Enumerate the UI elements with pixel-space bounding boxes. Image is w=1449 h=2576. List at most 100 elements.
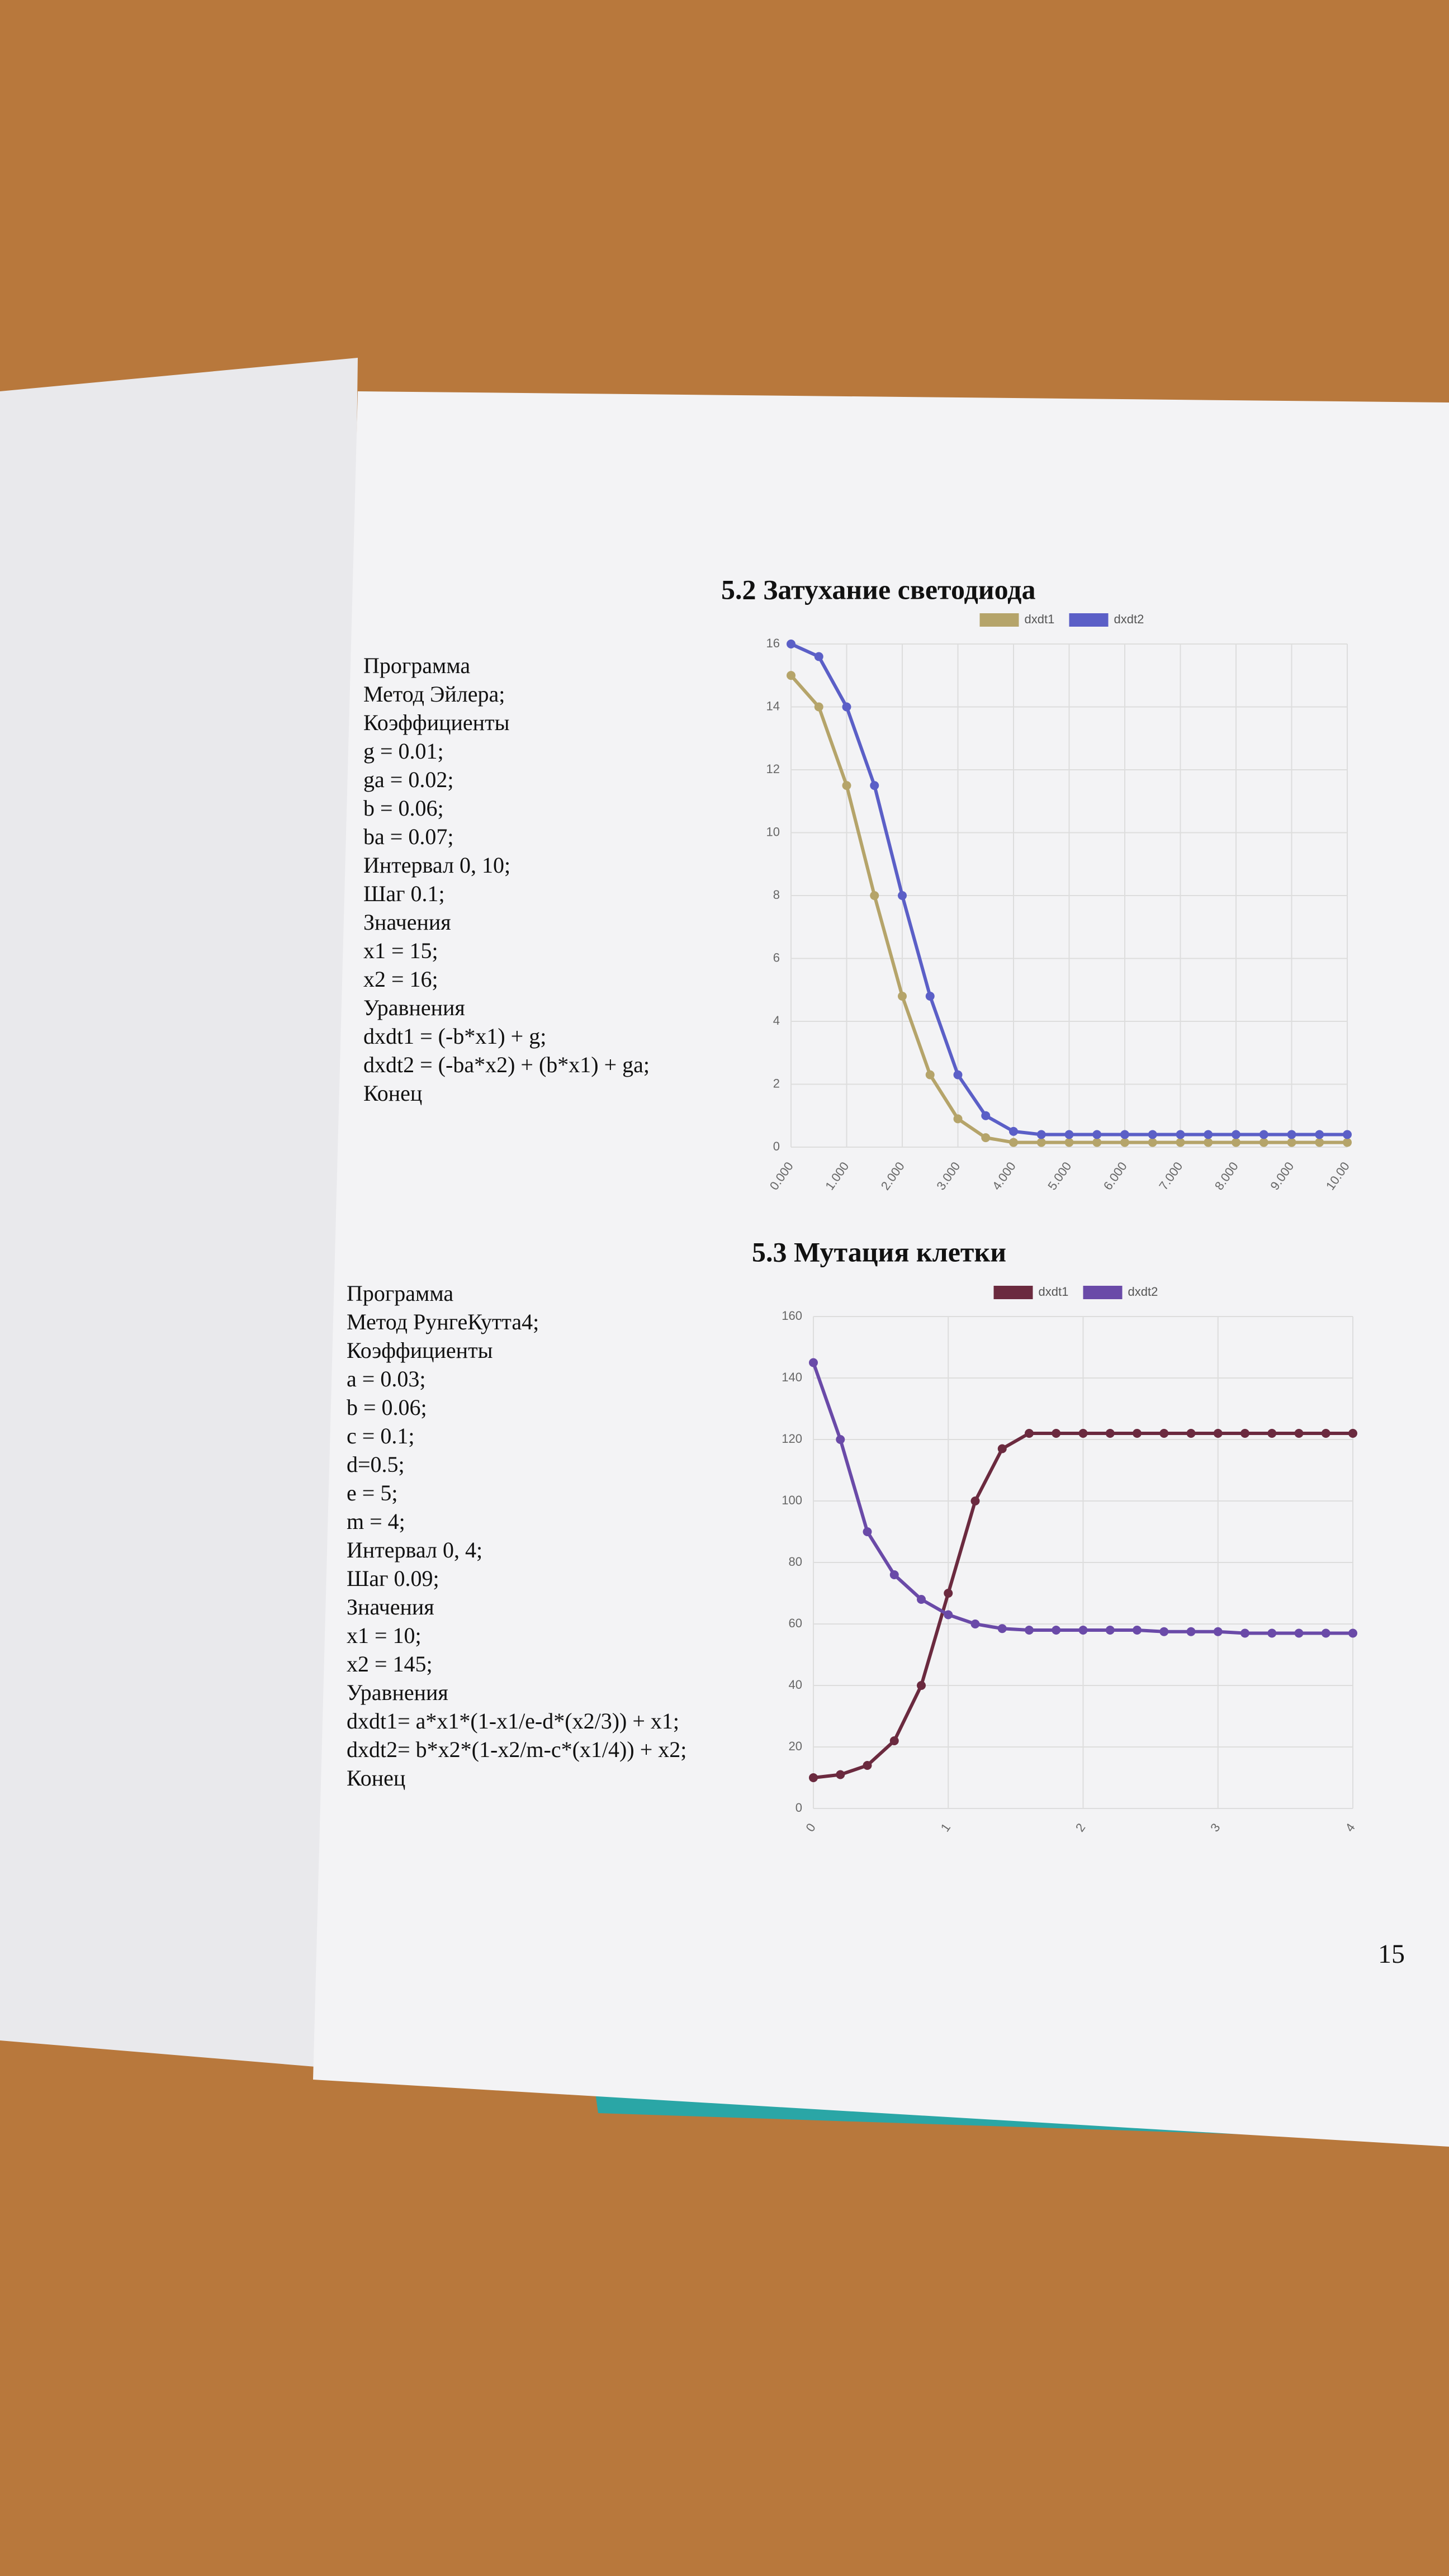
data-point	[970, 1620, 980, 1628]
y-tick-label: 6	[773, 950, 780, 964]
data-point	[1133, 1429, 1142, 1438]
y-tick-label: 14	[766, 699, 780, 713]
program-line: Шаг 0.1;	[363, 881, 445, 906]
data-point	[1036, 1130, 1046, 1139]
data-point	[863, 1527, 872, 1536]
legend-swatch	[993, 1286, 1033, 1299]
program-line: Коэффициенты	[347, 1338, 493, 1363]
data-point	[1294, 1628, 1304, 1638]
data-point	[809, 1773, 818, 1782]
program-line: x2 = 16;	[363, 967, 438, 992]
legend-label: dxdt2	[1128, 1285, 1158, 1299]
data-point	[836, 1770, 845, 1779]
program-line: Интервал 0, 4;	[347, 1537, 482, 1562]
data-point	[953, 1070, 963, 1079]
data-point	[1343, 1138, 1352, 1147]
data-point	[1105, 1626, 1115, 1635]
data-point	[1025, 1626, 1034, 1635]
data-point	[863, 1761, 872, 1770]
data-point	[1321, 1429, 1330, 1438]
y-tick-label: 8	[773, 888, 780, 902]
data-point	[1025, 1429, 1034, 1438]
data-point	[1133, 1626, 1142, 1635]
y-tick-label: 0	[773, 1139, 780, 1153]
data-point	[1294, 1429, 1304, 1438]
program-line: Уравнения	[347, 1680, 448, 1705]
legend-label: dxdt1	[1039, 1285, 1069, 1299]
data-point	[981, 1111, 991, 1120]
data-point	[1120, 1138, 1129, 1147]
data-point	[889, 1570, 899, 1579]
data-point	[997, 1444, 1007, 1453]
data-point	[970, 1497, 980, 1505]
program-line: b = 0.06;	[347, 1395, 427, 1420]
data-point	[1240, 1429, 1249, 1438]
legend-swatch	[1069, 613, 1109, 627]
data-point	[944, 1589, 953, 1598]
data-point	[814, 652, 823, 661]
program-line: Метод Эйлера;	[363, 681, 505, 707]
data-point	[898, 992, 907, 1001]
program-line: Коэффициенты	[363, 710, 509, 735]
legend-swatch	[1083, 1286, 1123, 1299]
program-line: dxdt2 = (-ba*x2) + (b*x1) + ga;	[363, 1052, 650, 1077]
y-tick-label: 20	[789, 1739, 802, 1753]
program-line: dxdt1= a*x1*(1-x1/e-d*(x2/3)) + x1;	[347, 1708, 679, 1734]
program-line: ga = 0.02;	[363, 767, 453, 792]
data-point	[1159, 1627, 1169, 1636]
data-point	[1078, 1626, 1088, 1635]
data-point	[1267, 1429, 1277, 1438]
y-tick-label: 12	[766, 762, 780, 776]
data-point	[1204, 1138, 1213, 1147]
legend-label: dxdt2	[1114, 612, 1144, 626]
data-point	[1092, 1138, 1102, 1147]
data-point	[1120, 1130, 1129, 1139]
y-tick-label: 16	[766, 636, 780, 650]
data-point	[1064, 1138, 1074, 1147]
data-point	[787, 640, 795, 648]
program-line: g = 0.01;	[363, 738, 444, 764]
data-point	[925, 992, 935, 1001]
data-point	[1213, 1627, 1223, 1636]
data-point	[809, 1358, 818, 1367]
data-point	[953, 1114, 963, 1124]
data-point	[917, 1681, 926, 1690]
data-point	[1343, 1130, 1352, 1139]
program-line: d=0.5;	[347, 1452, 405, 1477]
y-tick-label: 160	[782, 1309, 802, 1323]
y-tick-label: 60	[789, 1616, 802, 1630]
data-point	[814, 702, 823, 712]
data-point	[1204, 1130, 1213, 1139]
data-point	[1287, 1130, 1296, 1139]
data-point	[1315, 1130, 1324, 1139]
program-line: b = 0.06;	[363, 795, 444, 821]
data-point	[836, 1435, 845, 1444]
program-line: m = 4;	[347, 1509, 405, 1534]
program-line: Интервал 0, 10;	[363, 853, 510, 878]
data-point	[1232, 1130, 1240, 1139]
data-point	[787, 671, 795, 680]
data-point	[889, 1736, 899, 1745]
right-page	[313, 391, 1449, 2147]
program-line: x2 = 145;	[347, 1651, 433, 1677]
data-point	[1176, 1138, 1185, 1147]
data-point	[1064, 1130, 1074, 1139]
data-point	[1315, 1138, 1324, 1147]
data-point	[1092, 1130, 1102, 1139]
program-line: x1 = 15;	[363, 938, 438, 963]
data-point	[1287, 1138, 1296, 1147]
data-point	[944, 1610, 953, 1620]
y-tick-label: 10	[766, 825, 780, 839]
left-page	[0, 358, 358, 2068]
data-point	[1105, 1429, 1115, 1438]
data-point	[1009, 1138, 1018, 1147]
program-line: dxdt1 = (-b*x1) + g;	[363, 1024, 546, 1049]
program-line: c = 0.1;	[347, 1423, 414, 1448]
data-point	[870, 891, 879, 900]
data-point	[1348, 1628, 1357, 1638]
program-line: Метод РунгеКутта4;	[347, 1309, 539, 1334]
data-point	[1148, 1130, 1157, 1139]
data-point	[1321, 1628, 1330, 1638]
program-line: Уравнения	[363, 995, 465, 1020]
